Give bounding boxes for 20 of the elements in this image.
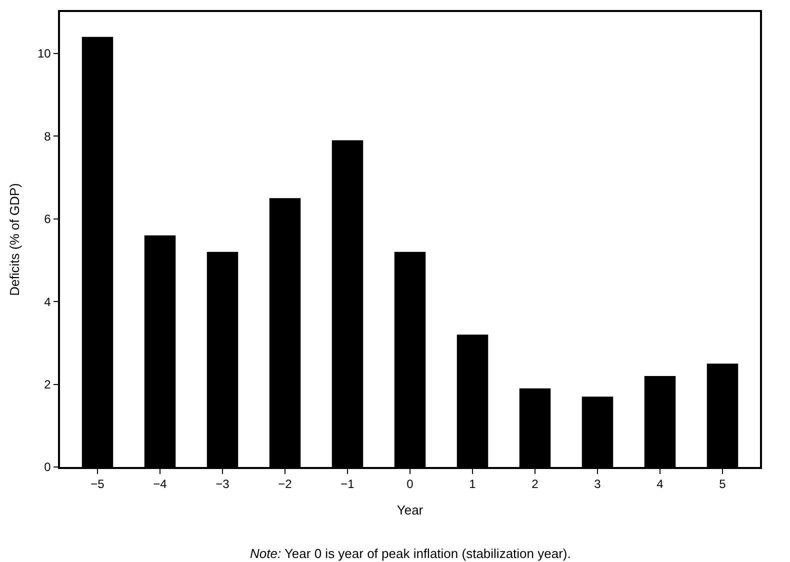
- x-tick-label: −5: [90, 477, 105, 492]
- y-axis-title: Deficits (% of GDP): [6, 183, 22, 296]
- x-tick-label: −2: [278, 477, 292, 492]
- x-tick-label: 4: [656, 477, 664, 492]
- y-tick-label: 6: [44, 212, 52, 226]
- y-tick-label: 2: [44, 377, 52, 392]
- y-tick-label: 10: [37, 46, 52, 61]
- x-tick-label: 0: [406, 477, 414, 492]
- y-tick-label: 4: [44, 294, 52, 309]
- y-tick-label: 0: [44, 460, 52, 474]
- y-tick-label: 8: [44, 129, 52, 144]
- x-tick-label: 5: [719, 477, 726, 492]
- x-tick-label: −4: [153, 477, 168, 492]
- x-tick-label: 1: [469, 477, 476, 492]
- text: Note: Year 0 is year of peak inflation (stabilization year).: [250, 546, 571, 561]
- x-tick-label: −1: [340, 477, 355, 492]
- x-tick-label: 2: [532, 477, 539, 492]
- x-tick-label: 3: [594, 477, 602, 492]
- x-axis-title: Year: [396, 502, 424, 518]
- x-tick-label: −3: [216, 477, 230, 492]
